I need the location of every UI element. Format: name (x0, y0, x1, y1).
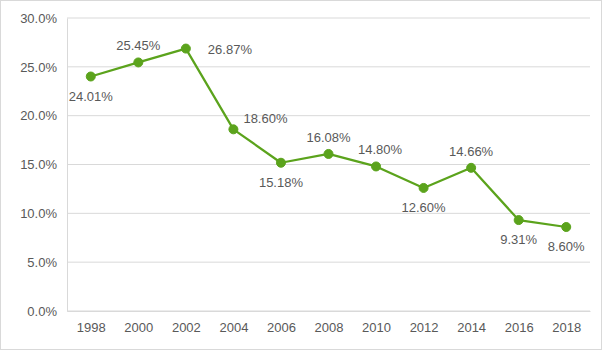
y-tick: 5.0% (27, 255, 67, 270)
x-tick: 1998 (77, 311, 106, 335)
x-tick: 2010 (362, 311, 391, 335)
y-tick-label: 20.0% (20, 108, 57, 123)
x-tick: 2014 (457, 311, 486, 335)
line (91, 49, 566, 227)
grid-line (67, 115, 590, 116)
marker (276, 158, 285, 167)
y-tick: 10.0% (20, 206, 67, 221)
data-label: 12.60% (402, 200, 447, 215)
marker (86, 72, 95, 81)
x-tick: 2002 (172, 311, 201, 335)
x-tick: 2008 (315, 311, 344, 335)
y-axis: 0.0% 5.0% 10.0% 15.0% 20.0% 25.0% 30.0% (20, 11, 67, 319)
y-tick: 30.0% (20, 11, 67, 26)
x-tick: 2004 (219, 311, 248, 335)
marker (134, 58, 143, 67)
x-tick-label: 2004 (219, 320, 248, 335)
grid (67, 18, 590, 311)
grid-line (67, 66, 590, 67)
y-tick: 20.0% (20, 108, 67, 123)
x-tick-label: 2000 (124, 320, 153, 335)
y-tick-label: 30.0% (20, 11, 57, 26)
y-tick-label: 5.0% (27, 255, 57, 270)
grid-line (67, 164, 590, 165)
x-tick-label: 2014 (457, 320, 486, 335)
x-tick: 2000 (124, 311, 153, 335)
chart: 0.0% 5.0% 10.0% 15.0% 20.0% 25.0% 30.0% 1998 200… (0, 0, 602, 350)
x-axis-line (68, 311, 591, 312)
data-label: 8.60% (548, 239, 585, 254)
data-label: 26.87% (208, 42, 253, 57)
chart-frame (1, 1, 602, 350)
x-tick-label: 2002 (172, 320, 201, 335)
marker (324, 149, 333, 158)
data-label: 9.31% (500, 232, 537, 247)
grid-line (67, 262, 590, 263)
y-tick-label: 25.0% (20, 59, 57, 74)
grid-line (67, 311, 590, 312)
data-label: 14.80% (358, 142, 403, 157)
x-tick: 2006 (267, 311, 296, 335)
data-label: 24.01% (69, 89, 114, 104)
y-tick-label: 10.0% (20, 206, 57, 221)
data-label: 14.66% (449, 144, 494, 159)
marker (467, 163, 476, 172)
x-tick-label: 2008 (315, 320, 344, 335)
x-tick-label: 2010 (362, 320, 391, 335)
marker (562, 223, 571, 232)
data-label: 15.18% (259, 175, 304, 190)
series (86, 44, 570, 231)
data-label: 16.08% (306, 130, 351, 145)
data-labels: 24.01% 25.45% 26.87% 18.60% 15.18% 16.08% 14.8… (69, 38, 585, 254)
marker (181, 44, 190, 53)
marker (372, 162, 381, 171)
grid-line (67, 18, 590, 19)
x-tick: 2018 (552, 311, 581, 335)
marker (419, 183, 428, 192)
data-label: 18.60% (243, 111, 288, 126)
x-tick-label: 2012 (410, 320, 439, 335)
y-tick: 25.0% (20, 59, 67, 74)
x-tick: 2016 (505, 311, 534, 335)
x-axis: 1998 2000 2002 2004 2006 2008 2010 2012 2014 2016… (68, 311, 591, 335)
data-label: 25.45% (116, 38, 161, 53)
y-tick: 0.0% (27, 304, 67, 319)
marker (514, 216, 523, 225)
x-tick-label: 2006 (267, 320, 296, 335)
x-tick: 2012 (410, 311, 439, 335)
x-tick-label: 2016 (505, 320, 534, 335)
y-tick-label: 15.0% (20, 157, 57, 172)
x-tick-label: 2018 (552, 320, 581, 335)
y-tick-label: 0.0% (27, 304, 57, 319)
y-tick: 15.0% (20, 157, 67, 172)
plot: 0.0% 5.0% 10.0% 15.0% 20.0% 25.0% 30.0% 1998 200… (20, 11, 590, 336)
x-tick-label: 1998 (77, 320, 106, 335)
marker (229, 125, 238, 134)
y-axis-line (67, 19, 68, 312)
